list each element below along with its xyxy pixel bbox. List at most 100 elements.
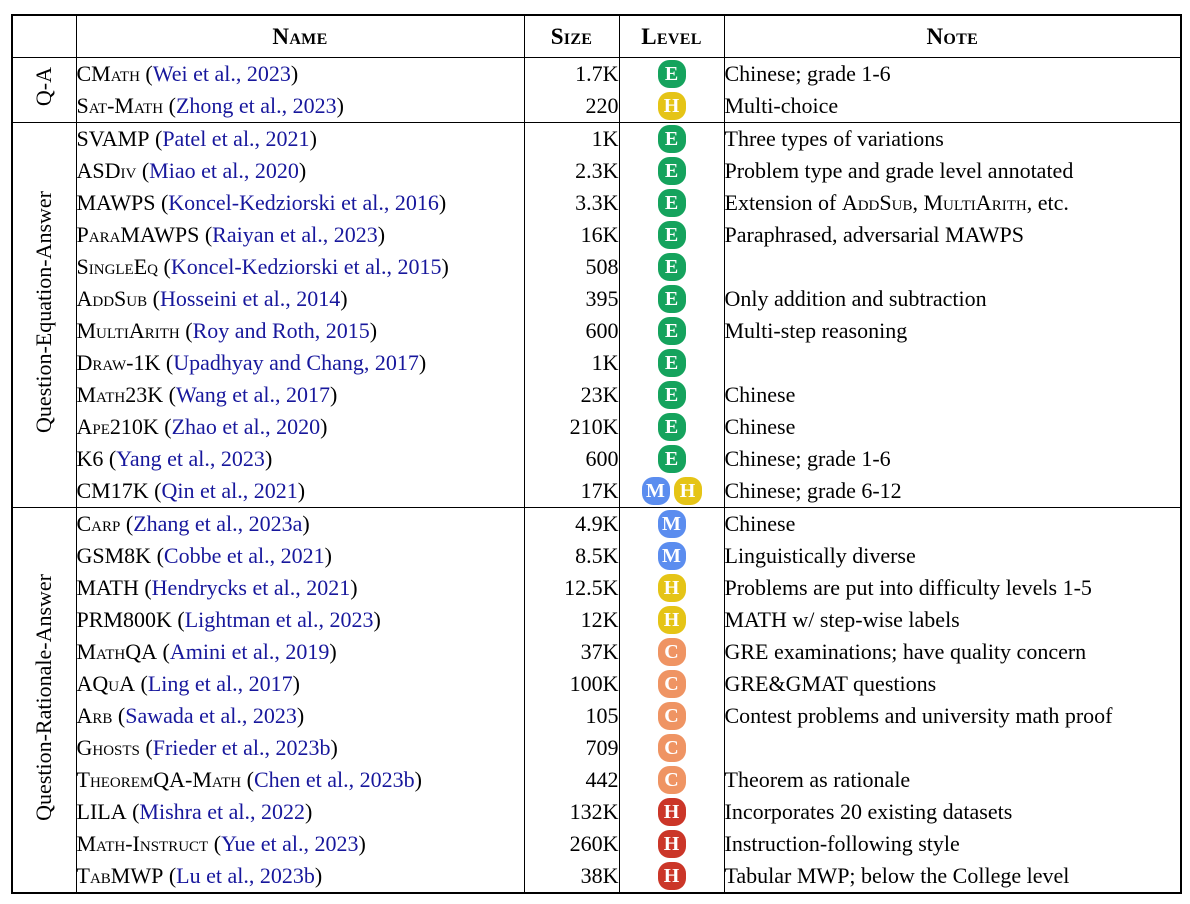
dataset-name: CMath [76,61,140,86]
level-cell: C [618,732,725,764]
note-cell [723,251,1182,283]
dataset-name-cell: MathQA (Amini et al., 2019) [75,636,525,668]
table-row: MAWPS (Koncel-Kedziorski et al., 2016) 3.… [12,187,1182,219]
citation-open-paren: ( [199,222,213,247]
citation-link[interactable]: Wang et al., 2017 [175,382,330,407]
level-badge-e-icon: E [657,157,686,186]
table-row: K6 (Yang et al., 2023) 600 E Chinese; grade… [12,443,1182,475]
row-group-cell: Question-Rationale-Answer [11,507,77,893]
citation-link[interactable]: Zhang et al., 2023a [133,511,303,536]
citation-link[interactable]: Frieder et al., 2023b [152,735,331,760]
citation-link[interactable]: Roy and Roth, 2015 [192,318,370,343]
level-cell: H [618,828,725,860]
table-row: PRM800K (Lightman et al., 2023) 12K H MATH … [12,604,1182,636]
table-row: MultiArith (Roy and Roth, 2015) 600 E Multi… [12,315,1182,347]
dataset-name: Math-Instruct [76,831,209,856]
level-cell: H [618,796,725,828]
citation-link[interactable]: Cobbe et al., 2021 [163,543,325,568]
note-cell: Incorporates 20 existing datasets [723,796,1182,828]
size-cell: 395 [523,283,620,315]
citation-link[interactable]: Yue et al., 2023 [221,831,359,856]
dataset-name-cell: Sat-Math (Zhong et al., 2023) [75,90,525,123]
level-cell: E [618,57,725,90]
level-badge-hy-icon: H [657,862,686,891]
note-cell: Chinese [723,507,1182,540]
dataset-name: MultiArith [76,318,180,343]
citation-close-paren: ) [290,61,299,86]
citation-link[interactable]: Amini et al., 2019 [169,639,330,664]
citation-link[interactable]: Hosseini et al., 2014 [159,286,341,311]
level-badge-m-icon: M [641,477,670,506]
dataset-name: Draw-1K [76,350,161,375]
dataset-name-cell: Math23K (Wang et al., 2017) [75,379,525,411]
dataset-name-cell: CMath (Wei et al., 2023) [75,57,525,90]
size-cell: 442 [523,764,620,796]
dataset-name: MAWPS [76,190,156,215]
level-badge-e-icon: E [657,253,686,282]
citation-open-paren: ( [163,93,176,118]
citation-link[interactable]: Zhao et al., 2020 [171,414,321,439]
level-cell: E [618,379,725,411]
level-cell: E [618,411,725,443]
citation-link[interactable]: Chen et al., 2023b [253,767,415,792]
size-cell: 16K [523,219,620,251]
citation-link[interactable]: Zhong et al., 2023 [175,93,337,118]
level-badge-hy-icon: H [657,830,686,859]
level-badge-h-icon: H [657,606,686,635]
size-cell: 210K [523,411,620,443]
note-cell: Problems are put into difficulty levels … [723,572,1182,604]
citation-link[interactable]: Miao et al., 2020 [149,158,299,183]
level-cell: C [618,700,725,732]
citation-link[interactable]: Qin et al., 2021 [161,478,298,503]
dataset-name: Ape210K [76,414,159,439]
citation-link[interactable]: Hendrycks et al., 2021 [151,575,351,600]
note-cell: Only addition and subtraction [723,283,1182,315]
citation-close-paren: ) [336,93,344,118]
citation-close-paren: ) [358,831,366,856]
table-row: CM17K (Qin et al., 2021) 17K M H Chinese; gr… [12,475,1182,508]
dataset-name-cell: Ape210K (Zhao et al., 2020) [75,411,525,443]
citation-link[interactable]: Patel et al., 2021 [162,126,310,151]
citation-link[interactable]: Wei et al., 2023 [152,61,291,86]
row-group-cell: Question-Equation-Answer [11,122,77,508]
dataset-name: Sat-Math [76,93,164,118]
dataset-name: AddSub [76,286,148,311]
level-cell: E [618,251,725,283]
citation-link[interactable]: Raiyan et al., 2023 [212,222,378,247]
level-badge-e-icon: E [657,381,686,410]
size-cell: 220 [523,90,620,123]
dataset-name-cell: GSM8K (Cobbe et al., 2021) [75,540,525,572]
dataset-name: AQuA [76,671,135,696]
citation-link[interactable]: Lightman et al., 2023 [184,607,374,632]
size-cell: 12.5K [523,572,620,604]
size-cell: 2.3K [523,155,620,187]
level-badge-m-icon: M [657,542,686,571]
citation-open-paren: ( [138,575,152,600]
size-cell: 100K [523,668,620,700]
citation-link[interactable]: Mishra et al., 2022 [139,799,306,824]
citation-close-paren: ) [305,799,313,824]
citation-link[interactable]: Lu et al., 2023b [176,863,315,888]
citation-close-paren: ) [418,350,427,375]
table-row: MATH (Hendrycks et al., 2021) 12.5K H Probl… [12,572,1182,604]
citation-link[interactable]: Yang et al., 2023 [116,446,265,471]
level-badge-e-icon: E [657,349,686,378]
level-badge-e-icon: E [657,285,686,314]
dataset-name: SingleEq [76,254,158,279]
dataset-name: Math23K [76,382,164,407]
table-row: Ape210K (Zhao et al., 2020) 210K E Chinese [12,411,1182,443]
citation-link[interactable]: Sawada et al., 2023 [125,703,297,728]
dataset-name-cell: Draw-1K (Upadhyay and Chang, 2017) [75,347,525,379]
citation-link[interactable]: Ling et al., 2017 [147,671,293,696]
dataset-name: TabMWP [76,863,164,888]
level-cell: E [618,283,725,315]
citation-link[interactable]: Koncel-Kedziorski et al., 2015 [170,254,442,279]
citation-link[interactable]: Upadhyay and Chang, 2017 [173,350,419,375]
table-row: LILA (Mishra et al., 2022) 132K H Incorpora… [12,796,1182,828]
citation-link[interactable]: Koncel-Kedziorski et al., 2016 [168,190,439,215]
citation-close-paren: ) [329,639,337,664]
dataset-name: GSM8K [76,543,152,568]
level-cell: M [618,507,725,540]
citation-close-paren: ) [350,575,358,600]
